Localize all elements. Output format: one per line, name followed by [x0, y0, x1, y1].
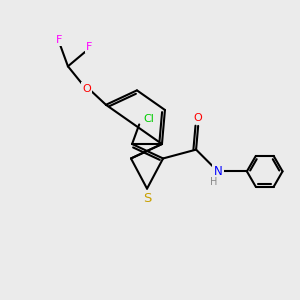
Text: S: S [143, 192, 151, 205]
Text: H: H [210, 177, 217, 187]
Text: F: F [86, 42, 93, 52]
Text: Cl: Cl [144, 114, 154, 124]
Text: N: N [214, 165, 222, 178]
Text: O: O [82, 84, 91, 94]
Text: O: O [194, 112, 203, 123]
Text: F: F [56, 35, 62, 45]
